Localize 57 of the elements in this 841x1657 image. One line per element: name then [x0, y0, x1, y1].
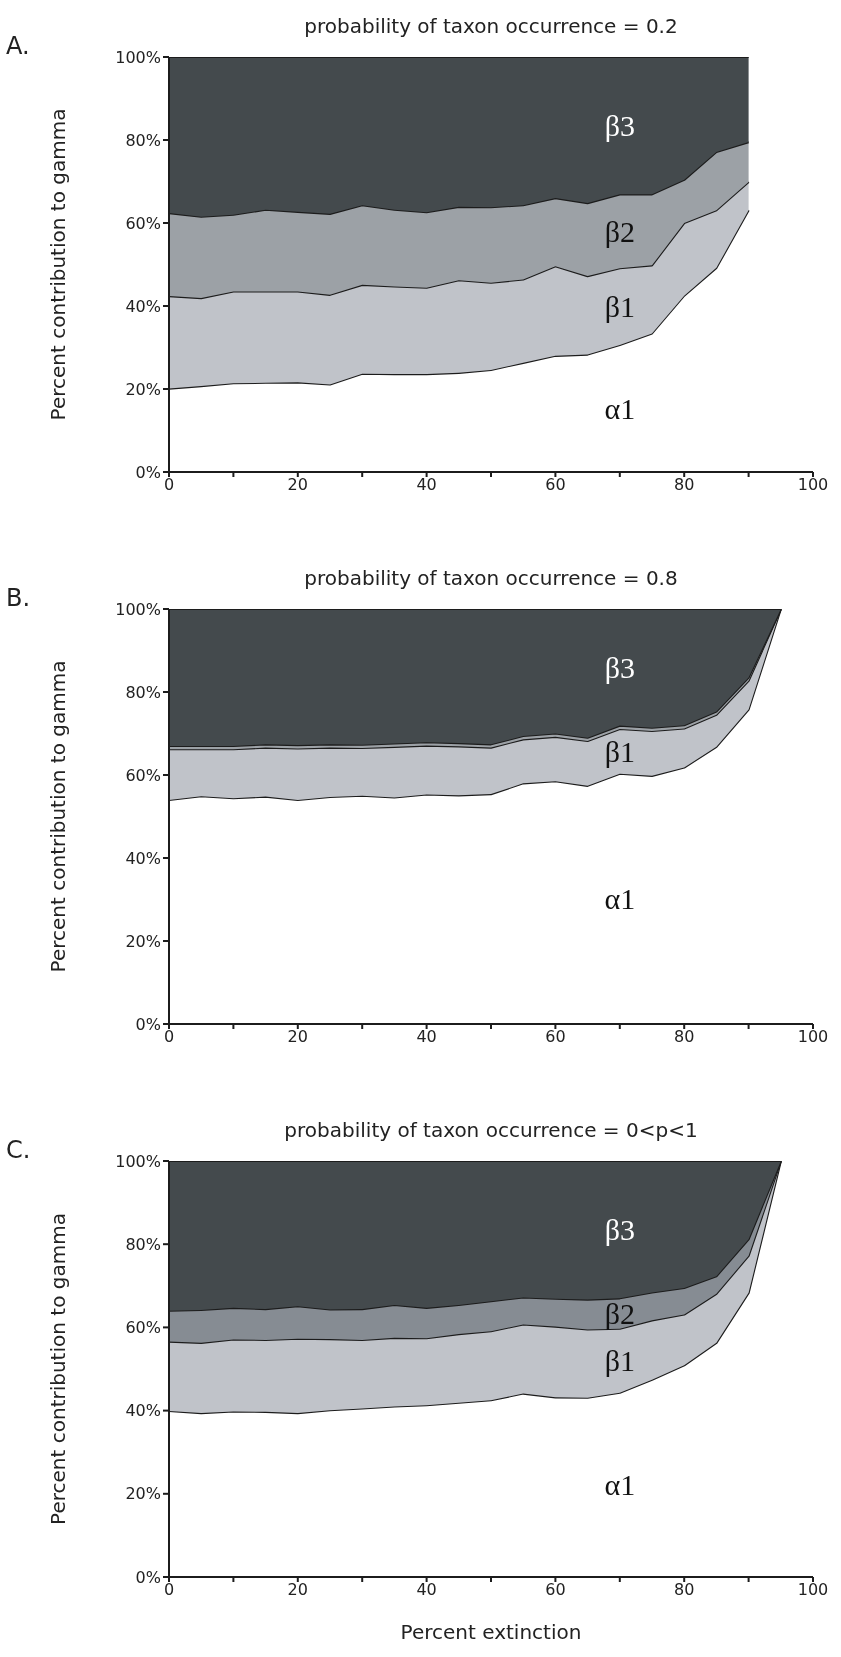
x-tick-label: 0: [163, 1027, 175, 1047]
chart-title: probability of taxon occurrence = 0.2: [303, 14, 679, 38]
y-tick-label: 60%: [125, 213, 161, 233]
series-label: β1: [604, 1344, 635, 1378]
x-tick-label: 80: [674, 1027, 695, 1047]
x-tick-label: 60: [545, 1027, 566, 1047]
x-tick-label: 100: [797, 475, 829, 495]
series-label: α1: [604, 1468, 636, 1502]
y-tick-label: 20%: [125, 1484, 161, 1504]
x-tick-label: 20: [287, 475, 308, 495]
y-tick-label: 0%: [135, 462, 161, 482]
y-axis-title: Percent contribution to gamma: [46, 660, 71, 973]
y-tick-label: 100%: [115, 47, 161, 67]
y-tick-label: 20%: [125, 931, 161, 951]
x-tick-label: 40: [416, 1580, 437, 1600]
y-tick-label: 60%: [125, 765, 161, 785]
series-label: β1: [604, 290, 635, 324]
text: C.: [6, 1136, 31, 1164]
x-tick-label: 80: [674, 475, 695, 495]
text: B.: [6, 584, 31, 612]
x-tick-label: 40: [416, 1027, 437, 1047]
series-label: β3: [604, 109, 635, 143]
y-tick-label: 0%: [135, 1014, 161, 1034]
y-tick-label: 40%: [125, 296, 161, 316]
y-axis-title: Percent contribution to gamma: [46, 108, 71, 421]
series-label: α1: [604, 392, 636, 426]
y-tick-label: 0%: [135, 1567, 161, 1587]
y-tick-label: 100%: [115, 1151, 161, 1171]
series-label: α1: [604, 882, 636, 916]
x-tick-label: 60: [545, 475, 566, 495]
x-axis-title: Percent extinction: [400, 1620, 582, 1644]
series-label: β3: [604, 1213, 635, 1247]
x-tick-label: 20: [287, 1580, 308, 1600]
x-tick-label: 20: [287, 1027, 308, 1047]
y-tick-label: 20%: [125, 379, 161, 399]
chart-title: probability of taxon occurrence = 0<p<1: [283, 1118, 699, 1142]
x-tick-label: 80: [674, 1580, 695, 1600]
series-label: β1: [604, 734, 635, 768]
x-tick-label: 100: [797, 1027, 829, 1047]
y-tick-label: 80%: [125, 130, 161, 150]
y-tick-label: 40%: [125, 1401, 161, 1421]
x-tick-label: 40: [416, 475, 437, 495]
y-tick-label: 100%: [115, 599, 161, 619]
y-tick-label: 40%: [125, 848, 161, 868]
x-tick-label: 0: [163, 1580, 175, 1600]
text: A.: [6, 32, 30, 60]
x-tick-label: 0: [163, 475, 175, 495]
chart-title: probability of taxon occurrence = 0.8: [303, 566, 679, 590]
x-tick-label: 100: [797, 1580, 829, 1600]
series-label: β3: [604, 650, 635, 684]
y-tick-label: 80%: [125, 1234, 161, 1254]
series-label: β2: [604, 1296, 635, 1330]
y-axis-title: Percent contribution to gamma: [46, 1213, 71, 1525]
series-label: β2: [604, 214, 635, 248]
x-tick-label: 60: [545, 1580, 566, 1600]
y-tick-label: 60%: [125, 1318, 161, 1338]
y-tick-label: 80%: [125, 682, 161, 702]
